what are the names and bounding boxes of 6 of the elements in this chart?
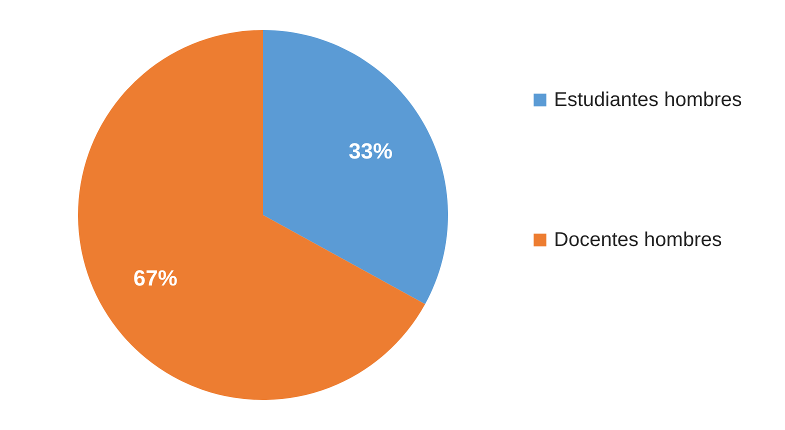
pie-slice bbox=[78, 30, 426, 400]
data-label: 33% bbox=[348, 138, 393, 164]
legend-label: Estudiantes hombres bbox=[554, 89, 742, 111]
pie-slice bbox=[263, 30, 448, 304]
legend-label: Docentes hombres bbox=[554, 229, 722, 251]
data-label: 67% bbox=[133, 266, 178, 291]
